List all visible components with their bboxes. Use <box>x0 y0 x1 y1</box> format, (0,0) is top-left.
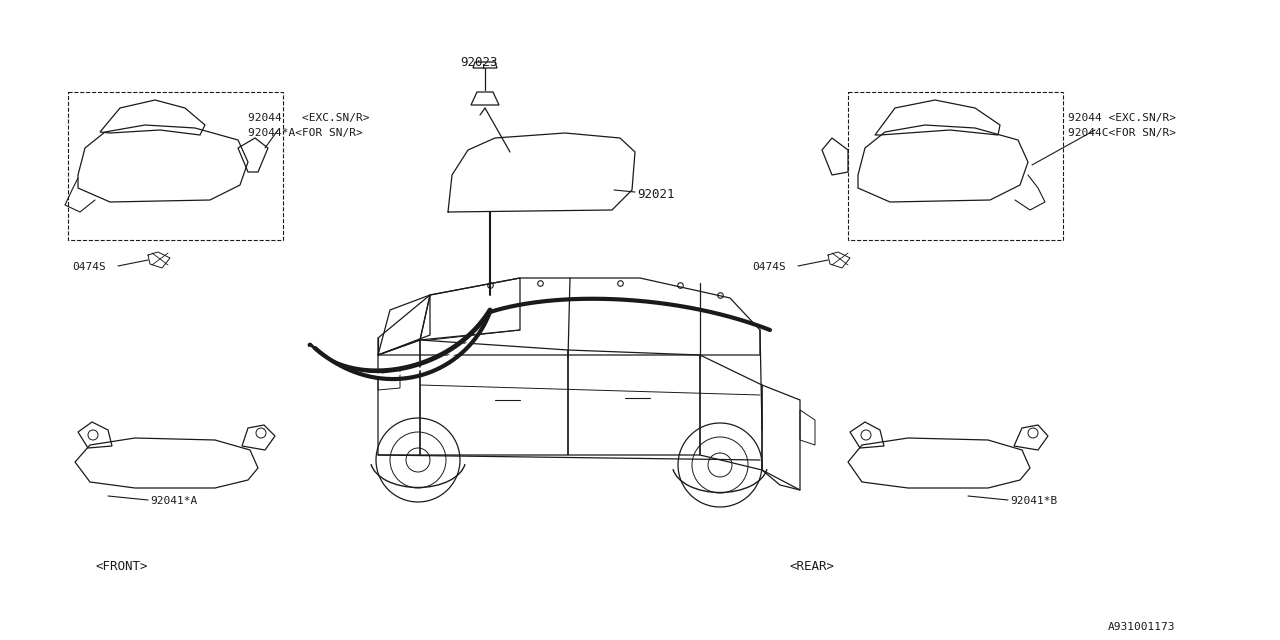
Text: <REAR>: <REAR> <box>790 560 835 573</box>
Text: <FRONT>: <FRONT> <box>95 560 147 573</box>
Bar <box>68 92 283 240</box>
Text: 92041*A: 92041*A <box>150 496 197 506</box>
Text: 92044C<FOR SN/R>: 92044C<FOR SN/R> <box>1068 128 1176 138</box>
Text: 92041*B: 92041*B <box>1010 496 1057 506</box>
Text: 0474S: 0474S <box>72 262 106 272</box>
Text: 92044   <EXC.SN/R>: 92044 <EXC.SN/R> <box>248 113 370 123</box>
Text: 92023: 92023 <box>460 56 498 69</box>
Bar <box>849 92 1062 240</box>
Text: 92044 <EXC.SN/R>: 92044 <EXC.SN/R> <box>1068 113 1176 123</box>
Text: 92021: 92021 <box>637 188 675 201</box>
Text: A931001173: A931001173 <box>1107 622 1175 632</box>
Text: 0474S: 0474S <box>753 262 786 272</box>
Text: 92044*A<FOR SN/R>: 92044*A<FOR SN/R> <box>248 128 362 138</box>
